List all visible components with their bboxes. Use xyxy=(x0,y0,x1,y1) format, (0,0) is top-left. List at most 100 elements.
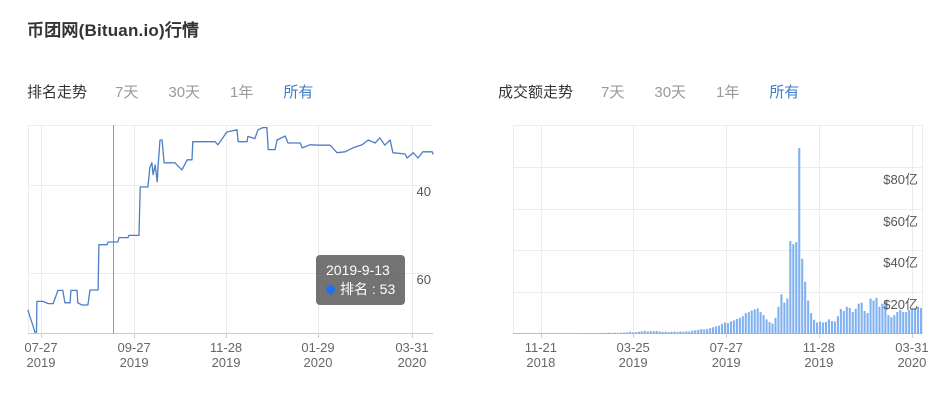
volume-bar xyxy=(658,331,661,334)
volume-bar xyxy=(542,333,545,334)
volume-bar xyxy=(875,297,878,334)
volume-bar xyxy=(679,331,682,334)
volume-bar xyxy=(842,311,845,334)
volume-bar xyxy=(682,331,685,334)
volume-bar xyxy=(851,312,854,335)
volume-trend-chart[interactable]: $80亿 $60亿 $40亿 $20亿 11-21 2018 03-25 2019 07-27 2… xyxy=(513,125,929,370)
volume-bar xyxy=(578,333,581,334)
rank-line-series xyxy=(27,126,434,333)
volume-filter-1y[interactable]: 1年 xyxy=(716,84,740,101)
volume-bar xyxy=(575,333,578,334)
volume-bar xyxy=(720,323,724,334)
volume-bar xyxy=(821,322,825,334)
volume-bar xyxy=(691,330,694,334)
volume-bar xyxy=(890,317,893,334)
volume-bar xyxy=(768,322,771,334)
volume-bar xyxy=(640,331,643,334)
volume-bar xyxy=(866,313,869,334)
volume-bar xyxy=(625,332,628,334)
volume-bar xyxy=(703,329,706,334)
volume-bar xyxy=(899,309,902,335)
volume-filter-7d[interactable]: 7天 xyxy=(601,84,625,101)
chart-tooltip: 2019-9-13 排名 : 53 xyxy=(316,255,406,305)
tooltip-series-value: 排名 : 53 xyxy=(340,281,396,297)
volume-bar xyxy=(584,333,587,334)
volume-bar xyxy=(697,329,700,334)
volume-bar xyxy=(729,321,732,334)
volume-bar xyxy=(634,332,637,334)
volume-bar xyxy=(848,307,851,335)
volume-bar xyxy=(524,333,527,334)
volume-bar xyxy=(706,328,709,334)
volume-bar xyxy=(631,332,634,334)
page-title: 币团网(Bituan.io)行情 xyxy=(27,21,200,40)
volume-bar xyxy=(801,258,804,334)
rank-trend-title: 排名走势 xyxy=(27,84,88,101)
volume-filter-all[interactable]: 所有 xyxy=(769,84,800,101)
rank-trend-chart[interactable]: 40 60 07-27 2019 09-27 2019 11-28 2019 01-29 2020… xyxy=(24,125,434,370)
volume-bar xyxy=(611,332,614,334)
tooltip-date: 2019-9-13 xyxy=(326,262,390,278)
rank-filter-7d[interactable]: 7天 xyxy=(115,84,139,101)
x-tick-label-2: 07-27 2019 xyxy=(709,340,743,370)
volume-bar xyxy=(688,331,691,334)
y-tick-label-20: $20亿 xyxy=(883,297,918,313)
volume-bar xyxy=(590,333,593,334)
volume-bar xyxy=(747,312,750,335)
y-tick-label-60: $60亿 xyxy=(883,213,918,229)
volume-bar xyxy=(527,333,530,334)
volume-bar xyxy=(920,307,923,335)
x-tick-label-1: 09-27 2019 xyxy=(117,340,151,370)
volume-bar xyxy=(676,331,679,334)
volume-bar xyxy=(670,331,673,334)
volume-bar xyxy=(619,332,623,334)
volume-bar xyxy=(917,306,920,334)
y-tick-label-60: 60 xyxy=(416,271,431,287)
volume-bar xyxy=(715,326,718,334)
rank-filter-30d[interactable]: 30天 xyxy=(168,84,201,101)
x-tick-label-4: 03-31 2020 xyxy=(895,340,929,370)
volume-bar xyxy=(813,319,816,334)
volume-bar xyxy=(765,319,768,334)
volume-bar xyxy=(718,325,721,334)
volume-bar xyxy=(593,333,596,334)
volume-bar xyxy=(572,333,575,334)
volume-bar xyxy=(914,307,917,335)
volume-bar-plot[interactable] xyxy=(513,125,923,338)
volume-bar xyxy=(587,333,590,334)
volume-bar xyxy=(599,332,602,334)
volume-bar xyxy=(771,323,774,334)
volume-bar xyxy=(712,327,715,334)
volume-bar xyxy=(854,308,857,334)
volume-bar xyxy=(673,331,676,334)
volume-bar xyxy=(893,315,896,334)
volume-filter-30d[interactable]: 30天 xyxy=(654,84,687,101)
volume-bar xyxy=(884,300,887,334)
rank-line-plot[interactable] xyxy=(27,125,434,338)
volume-bar xyxy=(878,306,881,334)
volume-bar xyxy=(726,323,729,334)
volume-bar xyxy=(830,321,833,334)
volume-bar xyxy=(628,331,631,334)
volume-bar xyxy=(911,308,914,334)
volume-bar xyxy=(753,309,756,334)
volume-bar xyxy=(608,332,611,334)
rank-filter-1y[interactable]: 1年 xyxy=(230,84,254,101)
volume-bar xyxy=(836,316,839,335)
volume-bar xyxy=(756,308,759,334)
volume-bar xyxy=(709,328,712,334)
volume-bar xyxy=(857,303,860,334)
volume-bar xyxy=(533,333,536,334)
volume-bar xyxy=(902,312,905,335)
y-tick-label-80: $80亿 xyxy=(883,171,918,187)
volume-bar xyxy=(792,244,795,334)
volume-bar xyxy=(869,298,872,334)
rank-filter-all[interactable]: 所有 xyxy=(283,84,314,101)
volume-bar xyxy=(860,302,863,334)
x-tick-label-2: 11-28 2019 xyxy=(209,340,243,370)
x-tick-label-3: 11-28 2019 xyxy=(802,340,835,370)
volume-bar xyxy=(622,332,625,334)
volume-bar xyxy=(539,333,542,334)
volume-bar xyxy=(700,329,703,334)
volume-bar xyxy=(563,333,566,334)
